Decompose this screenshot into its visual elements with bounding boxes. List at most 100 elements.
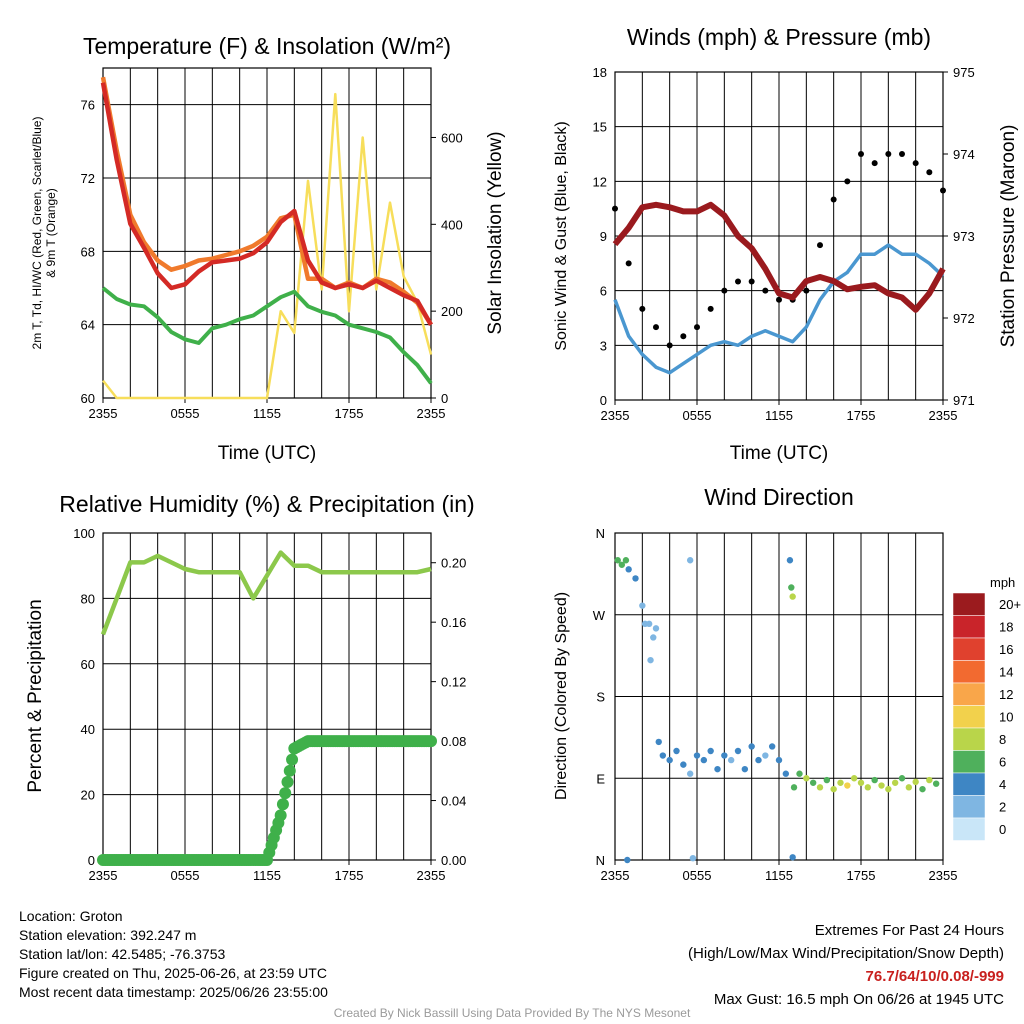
direction-point [652,625,660,632]
precip-point [283,764,296,777]
rh-xtick-label: 1155 [253,868,281,883]
elevation-text: Station elevation: 392.247 m [19,927,197,943]
temp-ytick-label: 68 [81,244,95,259]
wind-y2tick-label: 973 [953,229,975,244]
direction-point [625,566,632,573]
rh-xtick-label: 2355 [417,868,446,883]
precip-point [281,775,294,788]
colorbar-label: 16 [999,642,1013,657]
rh-ytick-label: 0 [88,853,95,868]
temp-xtick-label: 1755 [335,406,364,421]
gust-point [625,260,632,267]
gust-point [653,324,659,331]
pressure-line [612,201,946,313]
gust-point [899,151,905,157]
extremes-info: Extremes For Past 24 Hours (High/Low/Max… [688,919,1004,1011]
direction-point [850,775,858,782]
direction-point [618,561,626,568]
wind-ytick-label: 3 [600,338,607,353]
temp-xtick-label: 2355 [417,406,446,421]
direction-point [666,756,673,764]
dir-ytick-label: W [593,608,606,623]
direction-point [622,557,630,564]
rh-line [100,550,432,636]
direction-point [734,747,742,755]
rh-xtick-label: 0555 [171,868,200,883]
direction-point [659,752,667,759]
direction-point [919,785,926,793]
colorbar-label: 12 [999,687,1013,702]
colorbar-label: 10 [999,710,1013,725]
temp-ytick-label: 60 [81,391,95,406]
temp-ytick-label: 64 [81,318,95,333]
gust-point [694,324,700,331]
direction-point [891,779,899,786]
wind-y2tick-label: 971 [953,393,975,408]
rh-y2tick-label: 0.20 [441,556,466,571]
direction-point [837,779,844,786]
direction-point [823,776,831,784]
colorbar-swatch [952,772,986,796]
dir-xtick-label: 2355 [601,868,630,883]
direction-point [686,770,694,777]
wind-ylabel: Sonic Wind & Gust (Blue, Black) [553,121,570,350]
direction-point [857,779,865,786]
dir-ytick-label: S [596,690,605,705]
direction-point [782,770,790,777]
rh-y2tick-label: 0.08 [441,734,466,749]
extremes-values: 76.7/64/10/0.08/-999 [865,968,1004,985]
direction-point [809,779,817,786]
gust-point [762,287,769,294]
humidity-precip-panel: 0 20 40 60 80 100 0.00 0.04 0.08 0.12 0.16 0.20 2355… [25,491,475,883]
precip-point [274,809,287,822]
colorbar-swatch [952,705,986,729]
direction-point [905,784,913,791]
colorbar-label: 14 [999,665,1013,680]
credit-text: Created By Nick Bassill Using Data Provi… [333,1006,691,1020]
rh-ytick-label: 60 [81,657,95,672]
colorbar-swatch [952,750,986,774]
precip-point [279,787,292,800]
direction-point [926,776,933,784]
direction-point [789,593,796,600]
wind-ytick-label: 6 [600,284,607,299]
direction-point [727,756,735,764]
extremes-title: Extremes For Past 24 Hours [814,922,1004,939]
direction-point [693,752,701,759]
colorbar-label: 2 [999,800,1006,815]
rh-y2tick-label: 0.16 [441,615,466,630]
direction-point [624,856,631,864]
gust-point [940,187,946,194]
temp-y2tick-label: 400 [441,217,463,232]
direction-point [885,785,892,793]
temp-y2tick-label: 0 [441,391,448,406]
temp-xtick-label: 0555 [171,406,200,421]
direction-point [786,557,794,564]
gust-point [735,278,741,285]
gust-point [830,196,837,203]
direction-point [639,602,646,609]
gust-point [858,151,864,157]
gust-point [803,287,810,294]
direction-point [645,620,653,628]
temperature-panel: 60 64 68 72 76 0 200 400 600 2355 0555 1155 1755 2355… [30,33,506,464]
wind-title: Winds (mph) & Pressure (mb) [627,24,931,50]
direction-point [647,656,654,664]
gust-point [721,287,728,294]
temp-ytick-label: 72 [81,171,95,186]
gust-point [748,278,755,285]
extremes-subtitle: (High/Low/Max Wind/Precipitation/Snow De… [688,945,1004,962]
direction-point [632,575,639,582]
colorbar-swatch [952,727,986,751]
direction-point [768,743,776,750]
gust-point [776,296,782,303]
direction-point [655,738,662,746]
gust-point [666,342,673,349]
temp-y2tick-label: 200 [441,304,463,319]
wind-speed-line [613,243,945,375]
gust-point [680,333,687,340]
insolation-line [102,92,433,400]
rh-ytick-label: 20 [81,788,95,803]
direction-point [816,784,824,791]
rh-title: Relative Humidity (%) & Precipitation (i… [59,491,474,517]
